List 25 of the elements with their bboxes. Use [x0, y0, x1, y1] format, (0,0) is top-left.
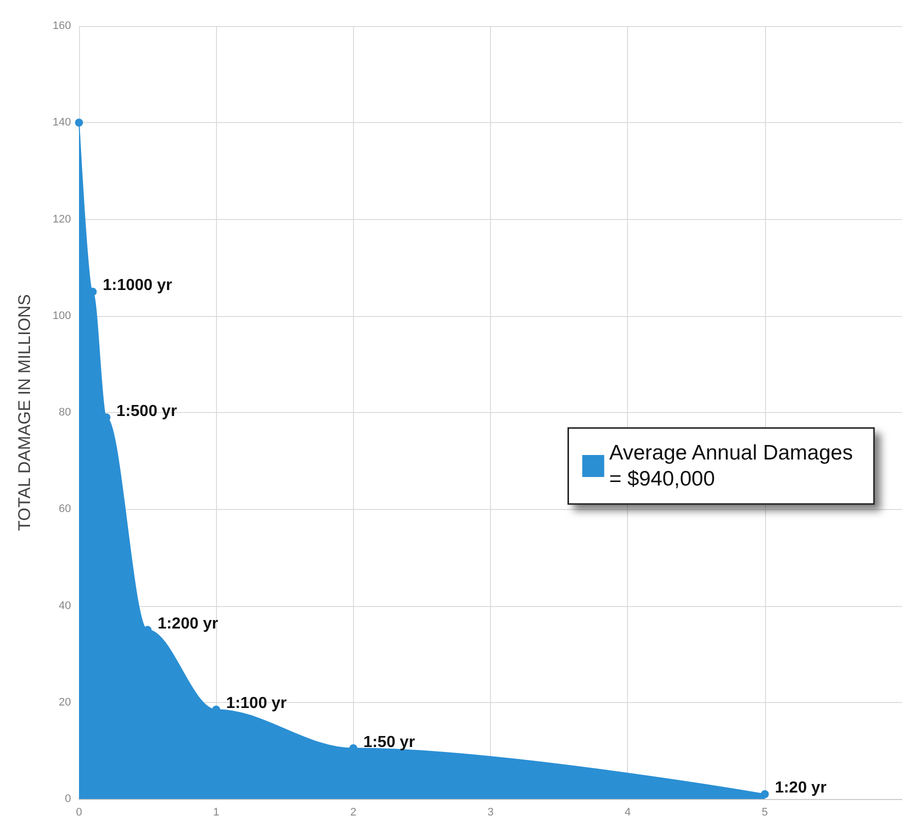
annotation: 1:50 yr — [363, 734, 415, 751]
x-tick-label: 1 — [213, 806, 220, 818]
x-tick-label: 5 — [762, 806, 768, 818]
x-tick-label: 4 — [624, 806, 631, 818]
x-tick-label: 0 — [76, 806, 82, 818]
point — [75, 118, 83, 127]
x-tick-label: 3 — [487, 806, 494, 818]
y-tick-label: 140 — [52, 116, 71, 129]
point — [760, 790, 769, 798]
annotation: 1:20 yr — [774, 780, 826, 797]
y-tick-label: 100 — [52, 310, 71, 322]
annotation: 1:1000 yr — [102, 277, 172, 294]
annotation: 1:100 yr — [226, 695, 287, 712]
y-axis-title: TOTAL DAMAGE IN MILLIONS — [15, 294, 34, 531]
y-tick-label: 40 — [58, 600, 71, 612]
y-tick-label: 20 — [58, 696, 71, 708]
y-tick-label: 0 — [64, 793, 71, 805]
annotation: 1:200 yr — [158, 615, 218, 632]
y-tick-label: 120 — [52, 213, 71, 226]
y-tick-label: 80 — [58, 406, 71, 418]
legend-label: Average Annual Damages = $940,000 — [609, 442, 853, 490]
annotation: 1:500 yr — [116, 402, 177, 420]
y-tick-label: 160 — [52, 20, 71, 32]
y-tick-label: 60 — [58, 503, 71, 516]
x-tick-label: 2 — [350, 806, 356, 818]
